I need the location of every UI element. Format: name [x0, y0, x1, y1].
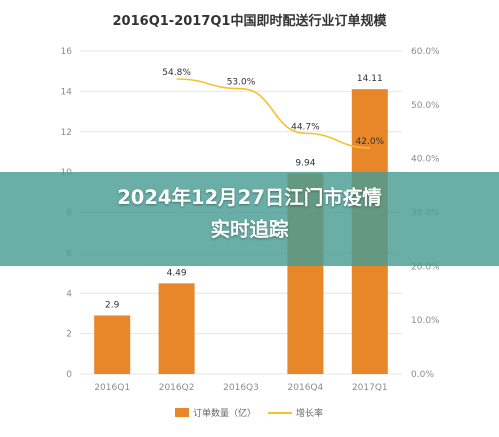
y-right-tick-label: 20.0% — [411, 262, 440, 272]
legend-line-label: 增长率 — [296, 407, 323, 419]
bar-value-label: 4.49 — [167, 268, 187, 278]
x-tick-label: 2017Q1 — [352, 383, 388, 393]
line-value-label: 44.7% — [291, 122, 320, 132]
bar-value-label: 2.9 — [105, 300, 120, 310]
headline-banner — [0, 172, 499, 266]
line-value-label: 42.0% — [356, 137, 385, 147]
y-right-tick-label: 50.0% — [411, 101, 440, 111]
x-tick-label: 2016Q4 — [288, 383, 324, 393]
bar — [94, 315, 131, 374]
bar — [158, 283, 195, 374]
x-tick-label: 2016Q2 — [159, 383, 195, 393]
y-right-tick-label: 0.0% — [411, 370, 434, 380]
y-left-tick-label: 14 — [61, 87, 73, 97]
chart-title: 2016Q1-2017Q1中国即时配送行业订单规模 — [112, 14, 387, 29]
bar-value-label: 14.11 — [357, 74, 383, 84]
bar-value-label: 9.94 — [295, 158, 315, 168]
y-left-tick-label: 2 — [66, 330, 72, 340]
y-left-tick-label: 0 — [66, 370, 72, 380]
line-value-label: 54.8% — [162, 68, 191, 78]
legend-bar-label: 订单数量（亿） — [193, 407, 256, 419]
y-right-tick-label: 60.0% — [411, 47, 440, 57]
x-tick-label: 2016Q1 — [94, 383, 130, 393]
headline-line-1: 2024年12月27日江门市疫情 — [117, 186, 382, 209]
legend-bar-swatch — [175, 408, 189, 417]
headline-text: 2024年12月27日江门市疫情 实时追踪 — [0, 182, 499, 246]
y-left-tick-label: 16 — [61, 47, 73, 57]
y-left-tick-label: 4 — [66, 289, 72, 299]
y-right-tick-label: 40.0% — [411, 155, 440, 165]
y-left-tick-label: 12 — [61, 128, 72, 138]
x-tick-label: 2016Q3 — [223, 383, 259, 393]
line-value-label: 53.0% — [227, 78, 256, 88]
y-right-tick-label: 10.0% — [411, 316, 440, 326]
headline-line-2: 实时追踪 — [210, 218, 289, 241]
growth-line — [176, 78, 370, 149]
